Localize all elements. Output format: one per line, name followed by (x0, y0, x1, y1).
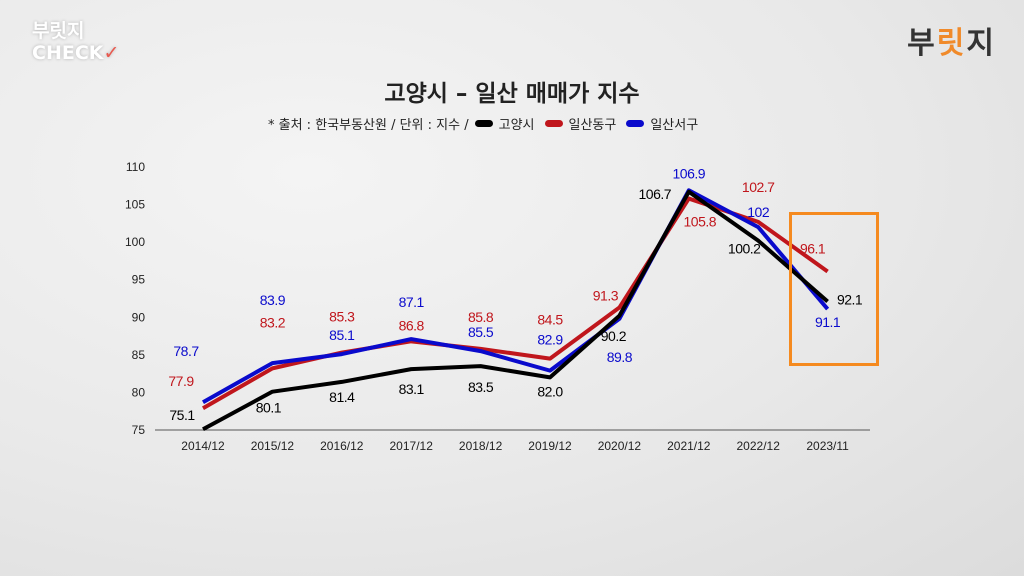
data-label: 85.8 (468, 309, 494, 325)
x-tick-label: 2020/12 (598, 439, 642, 453)
y-tick-label: 85 (132, 348, 146, 362)
legend-swatch-dong (544, 120, 563, 127)
chart-title: 고양시 – 일산 매매가 지수 (0, 74, 1024, 108)
data-label: 82.9 (537, 332, 563, 348)
chart-legend: * 출처 : 한국부동산원 / 단위 : 지수 / 고양시 일산동구 일산서구 (268, 114, 698, 133)
data-label: 106.9 (673, 165, 706, 181)
highlight-box (789, 212, 879, 366)
data-label: 75.1 (169, 407, 195, 423)
x-tick-label: 2019/12 (528, 439, 572, 453)
data-label: 85.1 (329, 327, 355, 343)
legend-swatch-goyang (474, 120, 493, 127)
data-label: 90.2 (601, 328, 627, 344)
data-label: 87.1 (399, 294, 425, 310)
data-label: 84.5 (537, 312, 563, 328)
data-label: 85.5 (468, 324, 494, 340)
data-label: 106.7 (639, 186, 672, 202)
legend-label-seo: 일산서구 (650, 118, 699, 133)
data-label: 96.1 (800, 240, 826, 256)
series-line-1 (202, 196, 829, 410)
data-label: 83.1 (399, 381, 425, 397)
data-label: 105.8 (684, 214, 717, 230)
x-tick-label: 2018/12 (459, 439, 503, 453)
x-tick-label: 2021/12 (667, 439, 711, 453)
logo-char: 지 (966, 26, 996, 61)
legend-label-dong: 일산동구 (568, 118, 617, 133)
data-label: 85.3 (329, 309, 355, 325)
logo-char: 부 (907, 26, 937, 61)
data-label: 102.7 (742, 179, 775, 195)
data-label: 83.9 (260, 292, 286, 308)
series-line-0 (202, 189, 829, 432)
data-label: 102 (747, 204, 770, 220)
y-tick-label: 95 (132, 273, 146, 287)
brand-line1: 부릿지 (32, 20, 85, 42)
y-tick-label: 90 (132, 310, 146, 324)
data-label: 81.4 (329, 389, 355, 405)
series-line-2 (202, 188, 830, 404)
y-tick-label: 110 (126, 160, 145, 174)
check-icon: ✓ (103, 42, 120, 64)
x-tick-label: 2023/11 (806, 439, 849, 453)
data-label: 89.8 (607, 349, 633, 365)
data-label: 100.2 (728, 241, 761, 257)
x-tick-label: 2015/12 (251, 439, 295, 453)
data-label: 92.1 (837, 292, 863, 308)
y-tick-label: 80 (132, 385, 146, 399)
data-label: 83.2 (260, 314, 286, 330)
brand-logo: 부릿지 CHECK✓ (32, 20, 119, 64)
source-note: * 출처 : 한국부동산원 / 단위 : 지수 / (268, 118, 469, 133)
brand-line2: CHECK (32, 42, 104, 64)
logo-char: 릿 (936, 26, 967, 61)
chart-title-text: 고양시 – 일산 매매가 지수 (384, 81, 640, 107)
legend-label-goyang: 고양시 (498, 118, 535, 133)
y-tick-label: 105 (125, 198, 145, 212)
x-tick-label: 2017/12 (390, 439, 434, 453)
y-tick-label: 100 (125, 235, 145, 249)
data-label: 91.1 (815, 314, 841, 330)
data-label: 86.8 (399, 317, 425, 333)
channel-logo: 부릿지 (907, 18, 996, 62)
data-label: 80.1 (256, 400, 282, 416)
data-label: 91.3 (593, 288, 619, 304)
x-tick-label: 2016/12 (320, 439, 364, 453)
y-tick-label: 75 (132, 423, 146, 437)
data-label: 77.9 (168, 373, 194, 389)
data-label: 78.7 (173, 343, 199, 359)
data-label: 83.5 (468, 379, 494, 395)
data-label: 82.0 (537, 383, 563, 399)
x-tick-label: 2014/12 (181, 439, 225, 453)
legend-swatch-seo (626, 120, 645, 127)
x-tick-label: 2022/12 (737, 439, 781, 453)
